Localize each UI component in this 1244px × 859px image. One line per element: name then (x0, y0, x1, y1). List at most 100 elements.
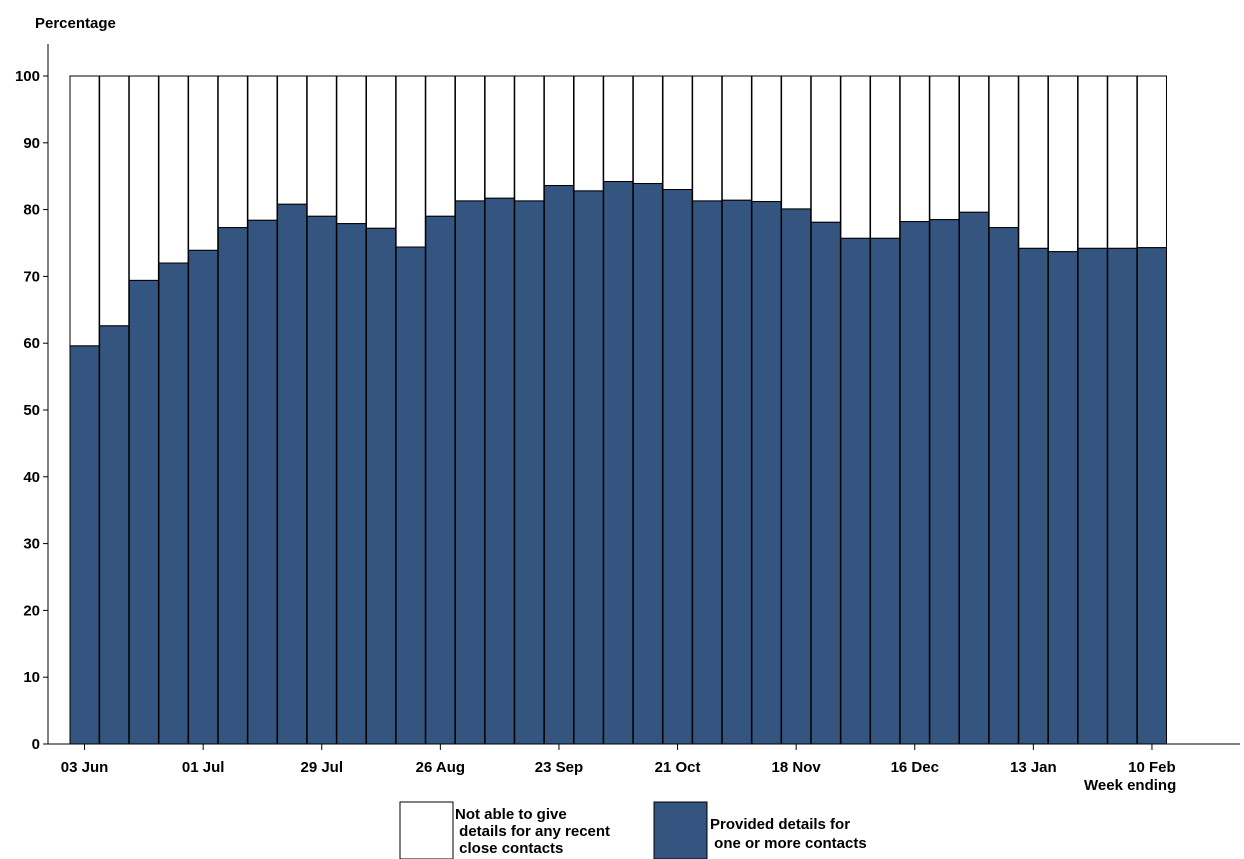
y-tick-label: 50 (23, 402, 40, 419)
bar-not-able-19 (632, 75, 663, 185)
bar-not-able-27 (870, 75, 901, 239)
bar-not-able-5 (217, 75, 248, 229)
x-tick-label: 26 Aug (416, 759, 465, 776)
bar-provided-11 (395, 246, 426, 745)
bar-provided-23 (751, 201, 782, 745)
bar-provided-28 (899, 221, 930, 745)
bar-not-able-0 (69, 75, 100, 347)
bar-provided-35 (1107, 247, 1138, 745)
bar-provided-31 (988, 227, 1019, 745)
y-axis: 0 10 20 30 40 50 60 70 80 90 100 (15, 44, 49, 753)
bar-not-able-15 (514, 75, 545, 202)
bar-not-able-36 (1136, 75, 1168, 249)
x-tick-label: 21 Oct (655, 759, 701, 776)
bar-not-able-6 (247, 75, 278, 221)
x-tick-label: 29 Jul (300, 759, 343, 776)
bar-provided-4 (188, 249, 219, 745)
bar-provided-8 (306, 215, 337, 745)
bar-not-able-3 (158, 75, 189, 264)
bar-provided-34 (1077, 247, 1108, 745)
bar-not-able-30 (959, 75, 990, 213)
bar-provided-32 (1018, 247, 1049, 745)
bar-not-able-16 (543, 75, 575, 187)
bar-provided-15 (514, 200, 545, 745)
bar-not-able-14 (484, 75, 515, 199)
bar-not-able-34 (1077, 75, 1108, 249)
bar-provided-21 (692, 200, 723, 745)
bar-not-able-23 (751, 75, 782, 203)
bar-not-able-13 (454, 75, 486, 202)
legend-label-provided: Provided details for one or more contact… (710, 816, 867, 852)
bar-provided-22 (721, 199, 752, 745)
bar-provided-7 (277, 203, 308, 745)
bar-provided-30 (959, 211, 990, 745)
y-tick-label: 20 (23, 602, 40, 619)
bar-provided-3 (158, 262, 189, 745)
bar-provided-20 (662, 189, 693, 745)
y-tick-label: 70 (23, 268, 40, 285)
bar-not-able-21 (692, 75, 723, 202)
bar-not-able-33 (1047, 75, 1079, 253)
bar-not-able-4 (188, 75, 219, 251)
x-tick-label: 10 Feb (1128, 759, 1176, 776)
bar-not-able-9 (336, 75, 367, 225)
y-tick-label: 100 (15, 68, 40, 85)
bar-provided-10 (366, 227, 397, 745)
bar-not-able-29 (929, 75, 960, 221)
y-tick-label: 90 (23, 135, 40, 152)
bar-provided-16 (543, 185, 575, 745)
bar-not-able-31 (988, 75, 1019, 229)
bar-not-able-25 (810, 75, 841, 223)
bars-group (69, 75, 1168, 745)
y-tick-label: 10 (23, 669, 40, 686)
bar-not-able-24 (781, 75, 812, 210)
y-tick-label: 0 (32, 736, 40, 753)
bar-not-able-2 (128, 75, 159, 281)
x-tick-label: 13 Jan (1010, 759, 1057, 776)
bar-provided-0 (69, 345, 100, 745)
bar-not-able-26 (840, 75, 871, 239)
bar-provided-19 (632, 183, 663, 745)
bar-not-able-8 (306, 75, 337, 217)
bar-not-able-12 (425, 75, 456, 217)
bar-provided-27 (870, 237, 901, 745)
bar-provided-12 (425, 215, 456, 745)
bar-provided-33 (1047, 251, 1079, 745)
bar-provided-17 (573, 190, 604, 745)
y-axis-label: Percentage (35, 15, 116, 32)
x-tick-label: 18 Nov (772, 759, 822, 776)
x-tick-label: 03 Jun (61, 759, 109, 776)
bar-not-able-32 (1018, 75, 1049, 249)
legend: Not able to give details for any recent … (399, 801, 867, 859)
y-tick-label: 30 (23, 536, 40, 553)
bar-not-able-1 (99, 75, 130, 327)
bar-provided-9 (336, 223, 367, 745)
x-axis-label: Week ending (1084, 777, 1176, 794)
bar-provided-13 (454, 200, 486, 745)
bar-not-able-11 (395, 75, 426, 248)
x-tick-label: 23 Sep (535, 759, 583, 776)
bar-provided-24 (781, 208, 812, 745)
bar-provided-29 (929, 219, 960, 745)
bar-provided-1 (99, 325, 130, 745)
bar-provided-14 (484, 197, 515, 745)
bar-provided-18 (603, 181, 634, 745)
bar-provided-2 (128, 279, 159, 745)
bar-not-able-28 (899, 75, 930, 223)
bar-not-able-35 (1107, 75, 1138, 249)
bar-not-able-18 (603, 75, 634, 183)
legend-label-not-able: Not able to give details for any recent … (455, 806, 610, 857)
y-tick-label: 40 (23, 469, 40, 486)
bar-not-able-17 (573, 75, 604, 192)
x-tick-label: 01 Jul (182, 759, 225, 776)
bar-provided-25 (810, 221, 841, 745)
bar-not-able-20 (662, 75, 693, 191)
bar-provided-6 (247, 219, 278, 745)
x-tick-label: 16 Dec (891, 759, 939, 776)
bar-not-able-22 (721, 75, 752, 201)
bar-not-able-10 (366, 75, 397, 229)
y-tick-label: 80 (23, 202, 40, 219)
bar-provided-26 (840, 237, 871, 745)
y-tick-label: 60 (23, 335, 40, 352)
